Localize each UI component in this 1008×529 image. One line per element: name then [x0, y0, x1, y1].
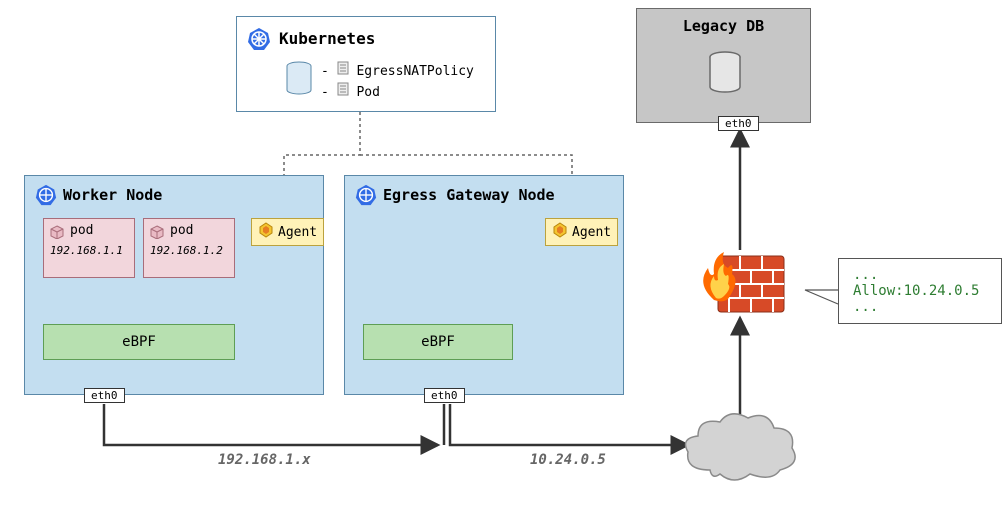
- document-icon: [337, 82, 349, 103]
- kubernetes-control-plane: Kubernetes - EgressNATPolicy - Pod: [236, 16, 496, 112]
- worker-eth0: eth0: [84, 388, 125, 403]
- pod-label: pod: [170, 223, 193, 238]
- k8s-resource-item: - Pod: [321, 82, 474, 103]
- resource-name: EgressNATPolicy: [356, 64, 473, 79]
- kubernetes-title: Kubernetes: [279, 29, 375, 48]
- kubernetes-icon: [247, 27, 271, 55]
- cilium-icon: [552, 222, 568, 242]
- egress-gateway-node: Egress Gateway Node Agent eBPF: [344, 175, 624, 395]
- agent-label: Agent: [278, 225, 317, 240]
- firewall-icon: [700, 250, 785, 322]
- rule-line: ...: [853, 267, 987, 283]
- pod-ip: 192.168.1.2: [144, 242, 234, 259]
- pod-label: pod: [70, 223, 93, 238]
- worker-node-title: Worker Node: [63, 186, 162, 204]
- k8s-resource-item: - EgressNATPolicy: [321, 61, 474, 82]
- cilium-agent: Agent: [545, 218, 618, 246]
- pod-icon: [150, 224, 164, 238]
- datastore-icon: [285, 61, 313, 101]
- pod-box: pod 192.168.1.1: [43, 218, 135, 278]
- pod-box: pod 192.168.1.2: [143, 218, 235, 278]
- cilium-icon: [258, 222, 274, 242]
- egress-ip-label: 10.24.0.5: [530, 452, 606, 468]
- cilium-agent: Agent: [251, 218, 324, 246]
- worker-node: Worker Node pod 192.168.1.1 pod 192.168.…: [24, 175, 324, 395]
- egress-eth0: eth0: [424, 388, 465, 403]
- egress-node-title: Egress Gateway Node: [383, 186, 555, 204]
- firewall-rule-callout: ... Allow:10.24.0.5 ...: [838, 258, 1002, 324]
- legacy-eth0: eth0: [718, 116, 759, 131]
- k8s-resource-list: - EgressNATPolicy - Pod: [321, 61, 474, 103]
- pod-ip: 192.168.1.1: [44, 242, 134, 259]
- pod-icon: [50, 224, 64, 238]
- kubernetes-icon: [35, 184, 57, 210]
- rule-line: Allow:10.24.0.5: [853, 283, 987, 299]
- document-icon: [337, 61, 349, 82]
- ebpf-label: eBPF: [122, 334, 156, 350]
- agent-label: Agent: [572, 225, 611, 240]
- ebpf-label: eBPF: [421, 334, 455, 350]
- resource-name: Pod: [356, 85, 379, 100]
- legacy-db-title: Legacy DB: [637, 17, 810, 35]
- rule-line: ...: [853, 299, 987, 315]
- worker-subnet-label: 192.168.1.x: [218, 452, 311, 468]
- database-icon: [707, 51, 743, 99]
- ebpf-layer: eBPF: [43, 324, 235, 360]
- network-cloud-icon: [680, 410, 800, 489]
- ebpf-layer: eBPF: [363, 324, 513, 360]
- kubernetes-icon: [355, 184, 377, 210]
- legacy-db: Legacy DB: [636, 8, 811, 123]
